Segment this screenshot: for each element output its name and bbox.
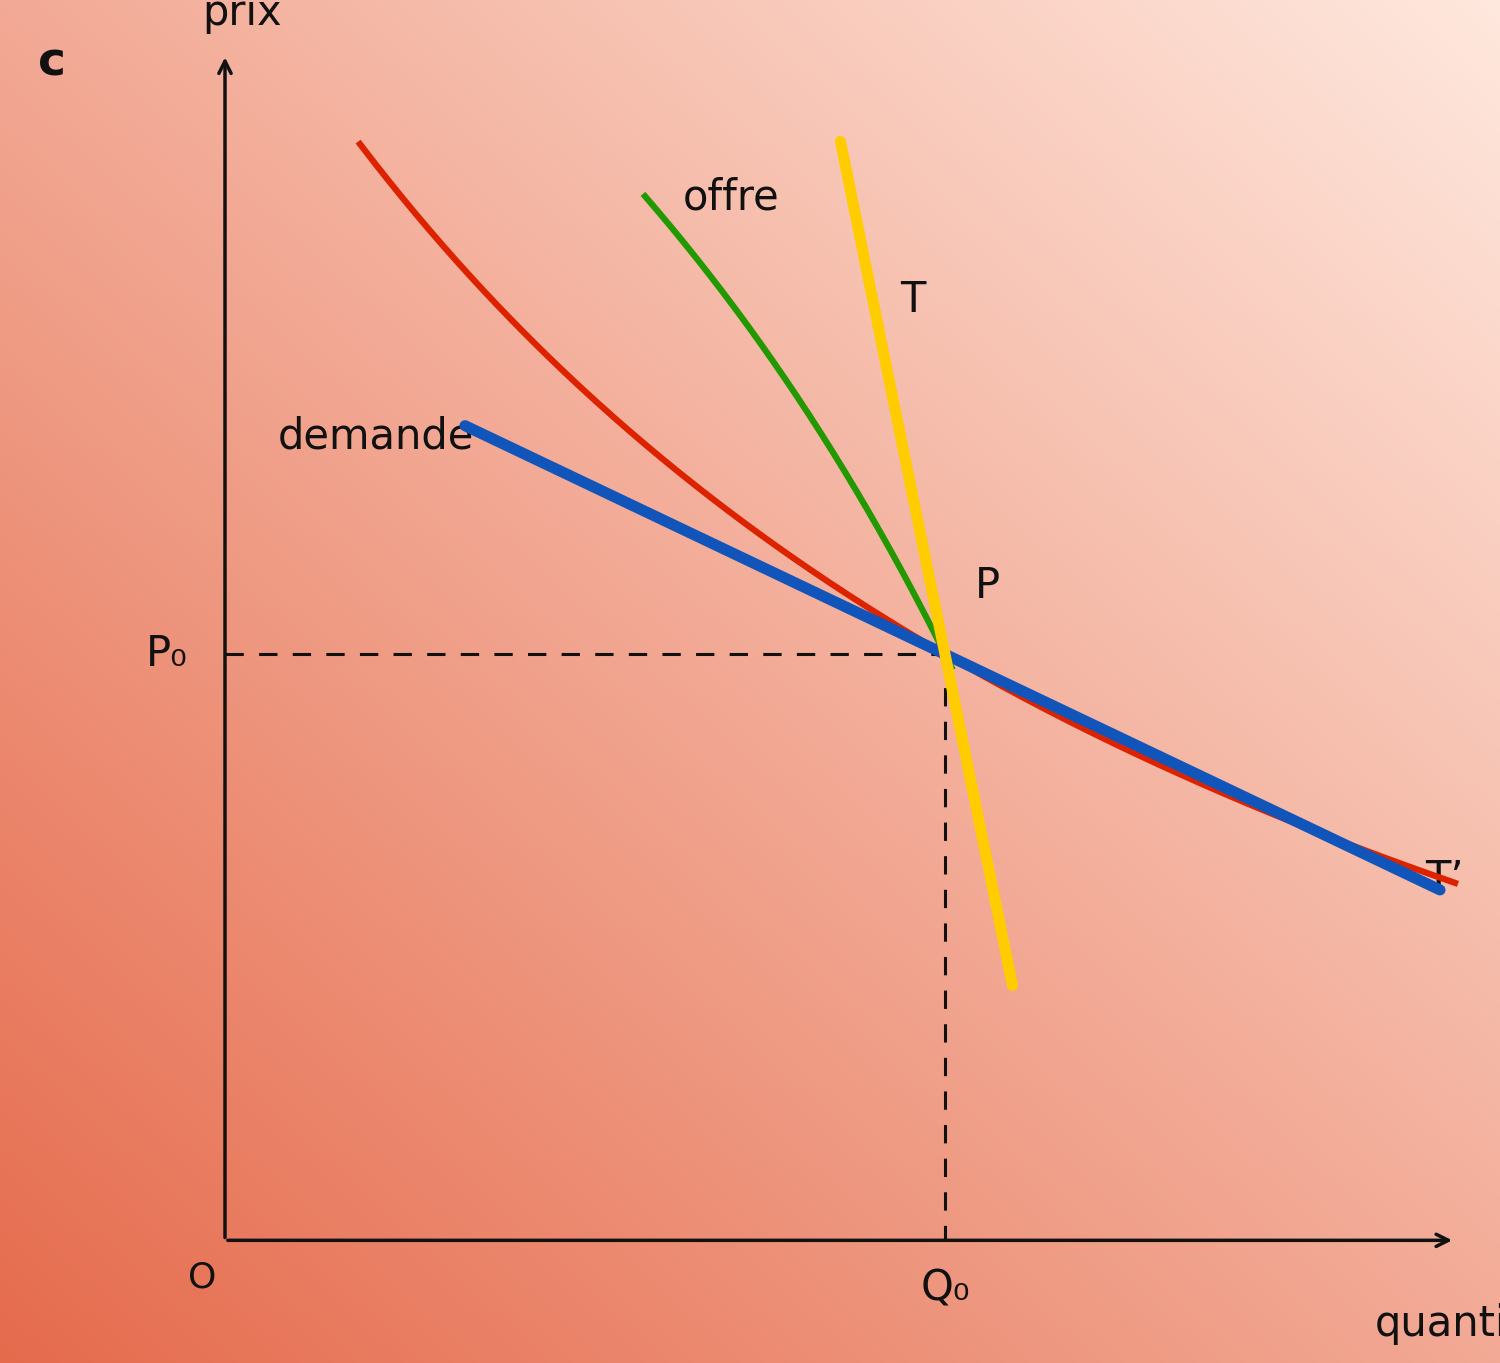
Text: P₀: P₀	[146, 634, 188, 675]
Text: demande: demande	[278, 416, 474, 457]
Text: P: P	[975, 564, 1000, 607]
Text: T: T	[900, 279, 926, 320]
Text: Q₀: Q₀	[920, 1268, 970, 1310]
Text: quantités: quantités	[1376, 1302, 1500, 1345]
Text: offre: offre	[682, 177, 780, 218]
Text: c: c	[38, 41, 66, 86]
Text: prix: prix	[202, 0, 282, 34]
Text: T’: T’	[1425, 859, 1464, 900]
Text: O: O	[189, 1261, 216, 1295]
